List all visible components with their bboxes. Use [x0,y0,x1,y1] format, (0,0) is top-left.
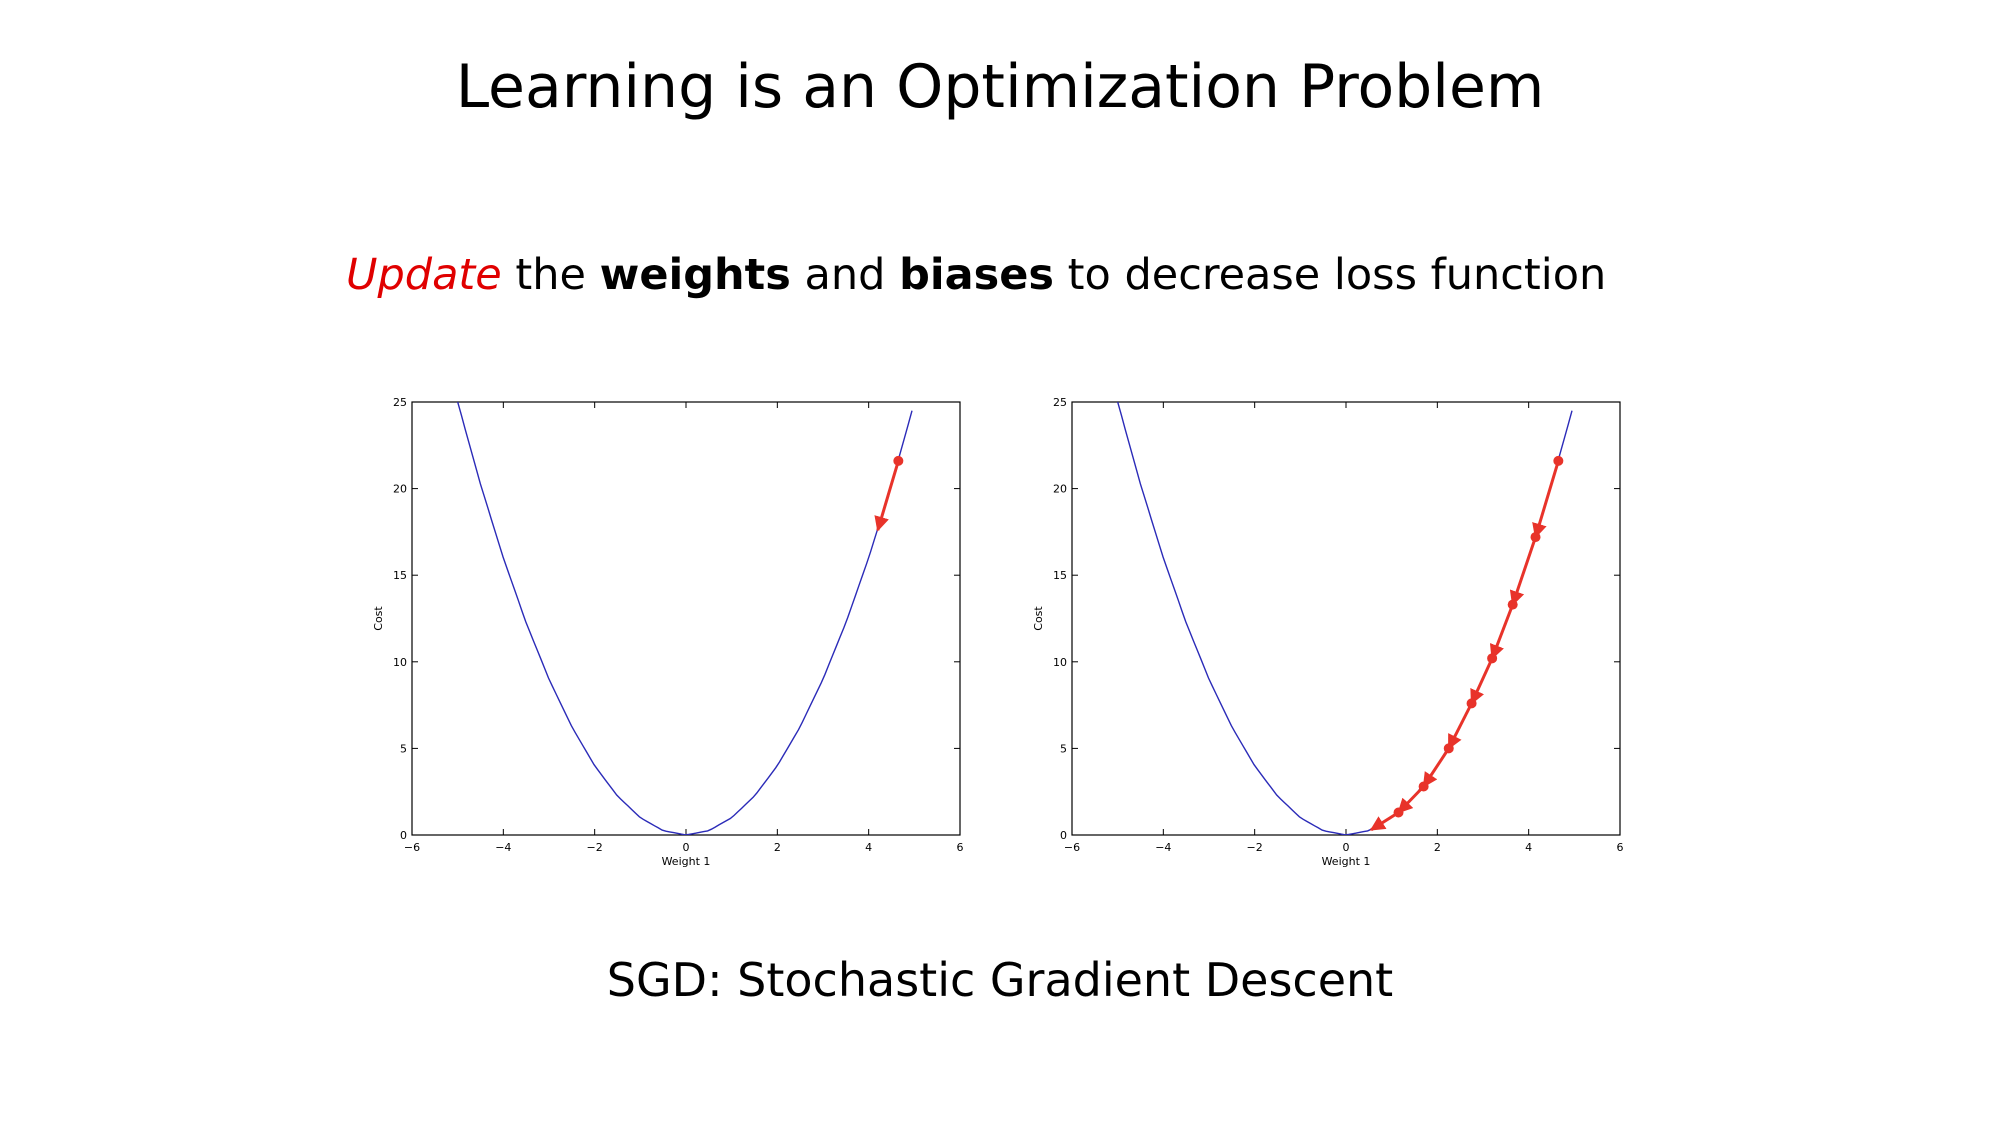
x-tick-label: −2 [587,841,603,854]
x-tick-label: 4 [865,841,872,854]
y-tick-label: 10 [393,656,407,669]
biases-word: biases [899,250,1054,300]
gradient-descent-chart-many-steps: −6 −4 −2 0 2 4 6 0 5 10 15 20 25 Weight 1 Cost [1032,396,1624,868]
descent-step-arrow [1470,657,1494,705]
descent-step-point [1487,653,1498,664]
x-axis-label: Weight 1 [662,855,711,868]
x-tick-label: 2 [774,841,781,854]
descent-step-arrow [1422,747,1451,788]
x-tick-label: −4 [495,841,511,854]
x-tick-label: 0 [1343,841,1350,854]
descent-step-arrow [1447,702,1473,750]
y-tick-label: 15 [1053,569,1067,582]
y-axis-label: Cost [1032,606,1045,631]
subtitle-text-and: and [790,250,900,300]
plot-frame [411,401,961,836]
cost-curve [457,402,913,835]
slide-title: Learning is an Optimization Problem [455,52,1545,122]
descent-step-arrow [1489,604,1515,660]
y-tick-label: 0 [400,829,407,842]
descent-step-arrow [1369,811,1400,832]
x-axis-label: Weight 1 [1322,855,1371,868]
y-tick-label: 20 [393,483,407,496]
y-tick-label: 25 [1053,396,1067,409]
update-word: Update [346,250,502,300]
slide-subtitle: Update the weights and biases to decreas… [346,250,1606,300]
descent-step-point [1507,599,1518,610]
y-tick-label: 0 [1060,829,1067,842]
x-tick-label: 2 [1434,841,1441,854]
x-tick-label: −2 [1247,841,1263,854]
y-tick-label: 10 [1053,656,1067,669]
plot-area [1117,402,1573,835]
x-tick-label: 6 [1617,841,1624,854]
subtitle-text-rest: to decrease loss function [1053,250,1607,300]
subtitle-text-the: the [501,250,600,300]
descent-step-point [1530,532,1541,543]
descent-step-point [1466,698,1477,709]
descent-step-arrow [1397,785,1425,814]
descent-step-point [893,455,904,466]
x-tick-label: 6 [957,841,964,854]
y-tick-label: 5 [400,742,407,755]
descent-step-point [1418,781,1429,792]
descent-step-arrow [874,460,900,532]
gradient-descent-chart-single-step: −6 −4 −2 0 2 4 6 0 5 10 15 20 25 Weight 1 Cost [372,396,964,868]
y-axis-label: Cost [372,606,385,631]
x-tick-label: −4 [1155,841,1171,854]
y-tick-label: 5 [1060,742,1067,755]
descent-step-point [1443,743,1454,754]
slide-caption: SGD: Stochastic Gradient Descent [606,953,1394,1007]
y-tick-label: 15 [393,569,407,582]
descent-step-arrow [1509,536,1537,607]
descent-step-arrow [1532,460,1560,539]
y-tick-label: 20 [1053,483,1067,496]
y-tick-label: 25 [393,396,407,409]
plot-frame [1071,401,1621,836]
x-tick-label: −6 [1064,841,1080,854]
plot-area [457,402,913,835]
x-tick-label: −6 [404,841,420,854]
x-tick-label: 0 [683,841,690,854]
x-tick-label: 4 [1525,841,1532,854]
descent-step-point [1393,807,1404,818]
descent-step-point [1553,455,1564,466]
weights-word: weights [599,250,791,300]
